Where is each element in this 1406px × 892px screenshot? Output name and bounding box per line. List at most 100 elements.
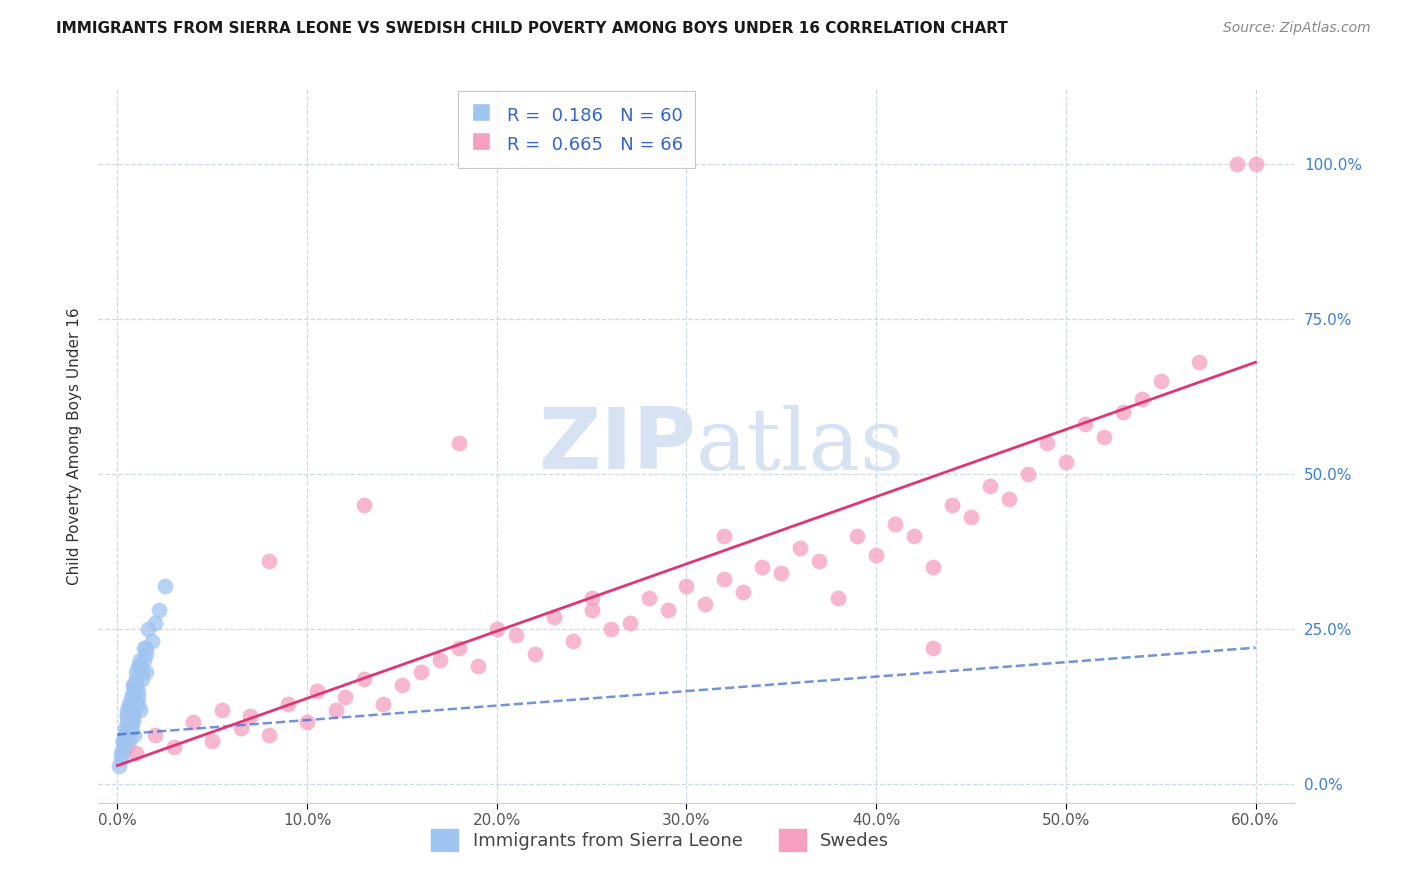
Text: IMMIGRANTS FROM SIERRA LEONE VS SWEDISH CHILD POVERTY AMONG BOYS UNDER 16 CORREL: IMMIGRANTS FROM SIERRA LEONE VS SWEDISH … bbox=[56, 21, 1008, 36]
Point bbox=[120, 722, 142, 736]
Point bbox=[922, 560, 945, 574]
Point bbox=[120, 715, 142, 730]
Point bbox=[125, 665, 148, 680]
Point bbox=[543, 609, 565, 624]
Point bbox=[561, 634, 583, 648]
Point bbox=[211, 703, 233, 717]
Point bbox=[657, 603, 679, 617]
Point bbox=[124, 727, 146, 741]
Point bbox=[979, 479, 1001, 493]
Point bbox=[1017, 467, 1039, 481]
Point bbox=[751, 560, 773, 574]
Point bbox=[143, 615, 166, 630]
Point bbox=[135, 640, 157, 655]
Point bbox=[429, 653, 451, 667]
Point bbox=[239, 709, 262, 723]
Point bbox=[257, 727, 280, 741]
Point bbox=[229, 722, 252, 736]
Point bbox=[808, 554, 831, 568]
Point bbox=[124, 678, 146, 692]
Text: atlas: atlas bbox=[696, 404, 905, 488]
Point bbox=[1074, 417, 1097, 432]
Point bbox=[125, 746, 148, 760]
Point bbox=[120, 697, 142, 711]
Point bbox=[114, 727, 136, 741]
Point bbox=[619, 615, 641, 630]
Point bbox=[467, 659, 489, 673]
Point bbox=[1092, 430, 1115, 444]
Point bbox=[143, 727, 166, 741]
Point bbox=[118, 703, 141, 717]
Point bbox=[770, 566, 793, 581]
Point bbox=[114, 727, 136, 741]
Point bbox=[115, 709, 138, 723]
Point bbox=[141, 634, 163, 648]
Point bbox=[121, 684, 143, 698]
Point bbox=[922, 640, 945, 655]
Point bbox=[1112, 405, 1135, 419]
Point bbox=[581, 591, 603, 605]
Point bbox=[110, 752, 132, 766]
Point bbox=[789, 541, 811, 556]
Point bbox=[447, 436, 470, 450]
Point bbox=[713, 573, 735, 587]
Point bbox=[110, 746, 132, 760]
Point bbox=[695, 597, 717, 611]
Point bbox=[121, 678, 143, 692]
Point bbox=[447, 640, 470, 655]
Point bbox=[121, 690, 143, 705]
Point bbox=[125, 697, 148, 711]
Point bbox=[1188, 355, 1211, 369]
Point bbox=[112, 733, 135, 747]
Point bbox=[129, 653, 152, 667]
Point bbox=[409, 665, 432, 680]
Point bbox=[125, 672, 148, 686]
Point bbox=[120, 703, 142, 717]
Point bbox=[941, 498, 963, 512]
Point bbox=[903, 529, 925, 543]
Point bbox=[115, 715, 138, 730]
Point bbox=[1036, 436, 1059, 450]
Point bbox=[124, 690, 146, 705]
Point bbox=[713, 529, 735, 543]
Point bbox=[115, 709, 138, 723]
Point bbox=[523, 647, 546, 661]
Point bbox=[120, 709, 142, 723]
Point bbox=[1244, 156, 1267, 170]
Point bbox=[305, 684, 328, 698]
Point bbox=[391, 678, 413, 692]
Point bbox=[325, 703, 347, 717]
Point bbox=[1150, 374, 1173, 388]
Point bbox=[129, 659, 152, 673]
Point bbox=[675, 579, 697, 593]
Point bbox=[127, 697, 149, 711]
Point bbox=[118, 727, 141, 741]
Point bbox=[129, 703, 152, 717]
Point bbox=[108, 758, 131, 772]
Point bbox=[114, 722, 136, 736]
Point bbox=[124, 703, 146, 717]
Point bbox=[277, 697, 299, 711]
Point bbox=[827, 591, 849, 605]
Point bbox=[112, 746, 135, 760]
Point bbox=[163, 739, 186, 754]
Point bbox=[257, 554, 280, 568]
Point bbox=[353, 498, 375, 512]
Point bbox=[148, 603, 170, 617]
Point bbox=[581, 603, 603, 617]
Y-axis label: Child Poverty Among Boys Under 16: Child Poverty Among Boys Under 16 bbox=[66, 307, 82, 585]
Point bbox=[121, 715, 143, 730]
Point bbox=[125, 678, 148, 692]
Point bbox=[114, 727, 136, 741]
Point bbox=[120, 690, 142, 705]
Point bbox=[127, 690, 149, 705]
Point bbox=[371, 697, 394, 711]
Point bbox=[131, 665, 153, 680]
Point bbox=[485, 622, 508, 636]
Point bbox=[118, 697, 141, 711]
Point bbox=[884, 516, 907, 531]
Point bbox=[132, 653, 155, 667]
Point bbox=[295, 715, 318, 730]
Point bbox=[505, 628, 527, 642]
Point bbox=[112, 733, 135, 747]
